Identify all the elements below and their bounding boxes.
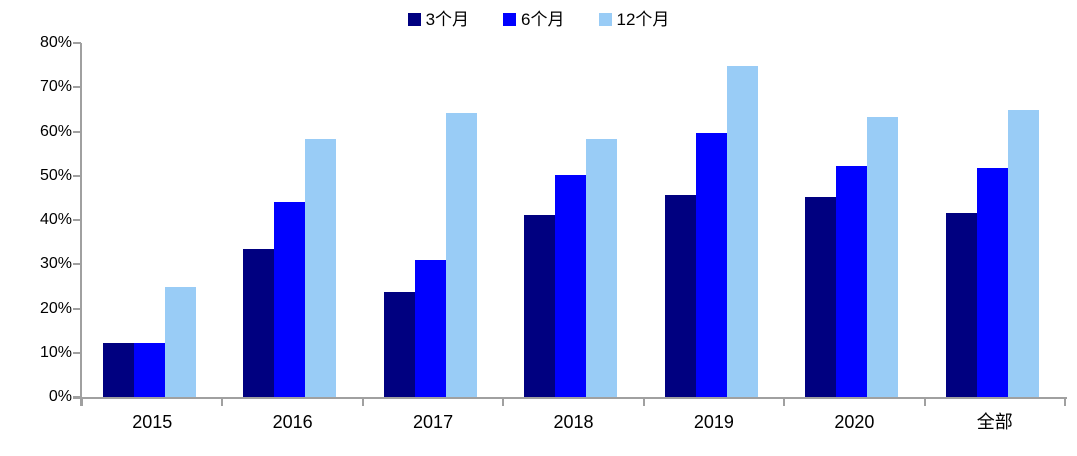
bar-12个月-2016 bbox=[305, 139, 337, 397]
bar-12个月-全部 bbox=[1007, 110, 1039, 397]
legend-swatch-icon bbox=[598, 12, 612, 26]
bar-6个月-2015 bbox=[134, 342, 165, 397]
bar-6个月-2020 bbox=[836, 166, 868, 397]
y-axis-tick-label: 60% bbox=[39, 122, 72, 140]
y-axis-tick bbox=[73, 219, 81, 221]
y-axis-tick bbox=[73, 130, 81, 133]
bar-3个月-2017 bbox=[383, 292, 415, 397]
legend-label: 12个月 bbox=[616, 9, 670, 29]
chart-legend: 3个月 6个月 12个月 bbox=[0, 6, 1077, 32]
bar-12个月-2017 bbox=[445, 112, 477, 397]
bar-12个月-2018 bbox=[586, 139, 618, 397]
y-axis-line bbox=[80, 43, 82, 406]
x-axis-tick bbox=[923, 399, 926, 406]
bar-12个月-2015 bbox=[165, 287, 196, 397]
x-axis-category-label: 2019 bbox=[693, 412, 734, 432]
x-axis-category-label: 2017 bbox=[413, 412, 454, 432]
x-axis-tick bbox=[221, 399, 224, 406]
legend-swatch-icon bbox=[407, 12, 421, 26]
bar-12个月-2019 bbox=[726, 66, 758, 397]
x-axis-category-label: 全部 bbox=[976, 412, 1013, 432]
bar-3个月-全部 bbox=[945, 212, 977, 397]
bar-12个月-2020 bbox=[867, 116, 899, 397]
y-axis-tick-label: 70% bbox=[39, 78, 72, 96]
bar-6个月-2019 bbox=[695, 132, 727, 397]
y-axis-tick bbox=[73, 86, 81, 89]
x-axis-tick bbox=[642, 399, 645, 406]
x-axis-tick bbox=[783, 399, 786, 406]
y-axis-tick-label: 0% bbox=[48, 388, 72, 405]
legend-item: 3个月 bbox=[407, 9, 470, 29]
x-axis-category-label: 2016 bbox=[272, 412, 313, 432]
x-axis-tick bbox=[1064, 399, 1066, 406]
x-axis-tick bbox=[502, 399, 505, 406]
y-axis-tick bbox=[73, 351, 81, 354]
x-axis-line bbox=[73, 397, 1067, 399]
legend-item: 6个月 bbox=[503, 9, 565, 29]
legend-item: 12个月 bbox=[598, 9, 670, 29]
bar-3个月-2015 bbox=[103, 342, 134, 397]
legend-swatch-icon bbox=[503, 12, 517, 26]
y-axis-tick-label: 30% bbox=[39, 255, 72, 273]
y-axis-tick bbox=[73, 263, 81, 266]
y-axis-tick-label: 80% bbox=[39, 34, 72, 51]
bar-3个月-2018 bbox=[524, 215, 556, 397]
bar-6个月-2016 bbox=[274, 201, 306, 397]
x-axis-tick bbox=[361, 399, 364, 406]
y-axis-tick bbox=[73, 307, 81, 310]
x-axis-category-label: 2018 bbox=[553, 412, 594, 432]
y-axis-tick-label: 50% bbox=[39, 166, 72, 184]
bar-6个月-2018 bbox=[555, 175, 587, 397]
legend-label: 3个月 bbox=[425, 9, 470, 29]
y-axis-tick bbox=[73, 174, 81, 177]
bar-3个月-2019 bbox=[664, 194, 696, 397]
bar-3个月-2020 bbox=[805, 196, 837, 397]
bar-3个月-2016 bbox=[243, 248, 275, 397]
bar-6个月-2017 bbox=[414, 259, 446, 397]
y-axis-tick bbox=[73, 42, 81, 44]
legend-label: 6个月 bbox=[521, 9, 565, 29]
y-axis-tick-label: 40% bbox=[39, 211, 72, 228]
y-axis-tick-label: 20% bbox=[39, 299, 72, 317]
y-axis-tick-label: 10% bbox=[39, 343, 72, 361]
x-axis-category-label: 2020 bbox=[834, 412, 875, 432]
x-axis-category-label: 2015 bbox=[132, 412, 173, 432]
bar-6个月-全部 bbox=[976, 168, 1008, 397]
x-axis-tick bbox=[81, 399, 83, 406]
